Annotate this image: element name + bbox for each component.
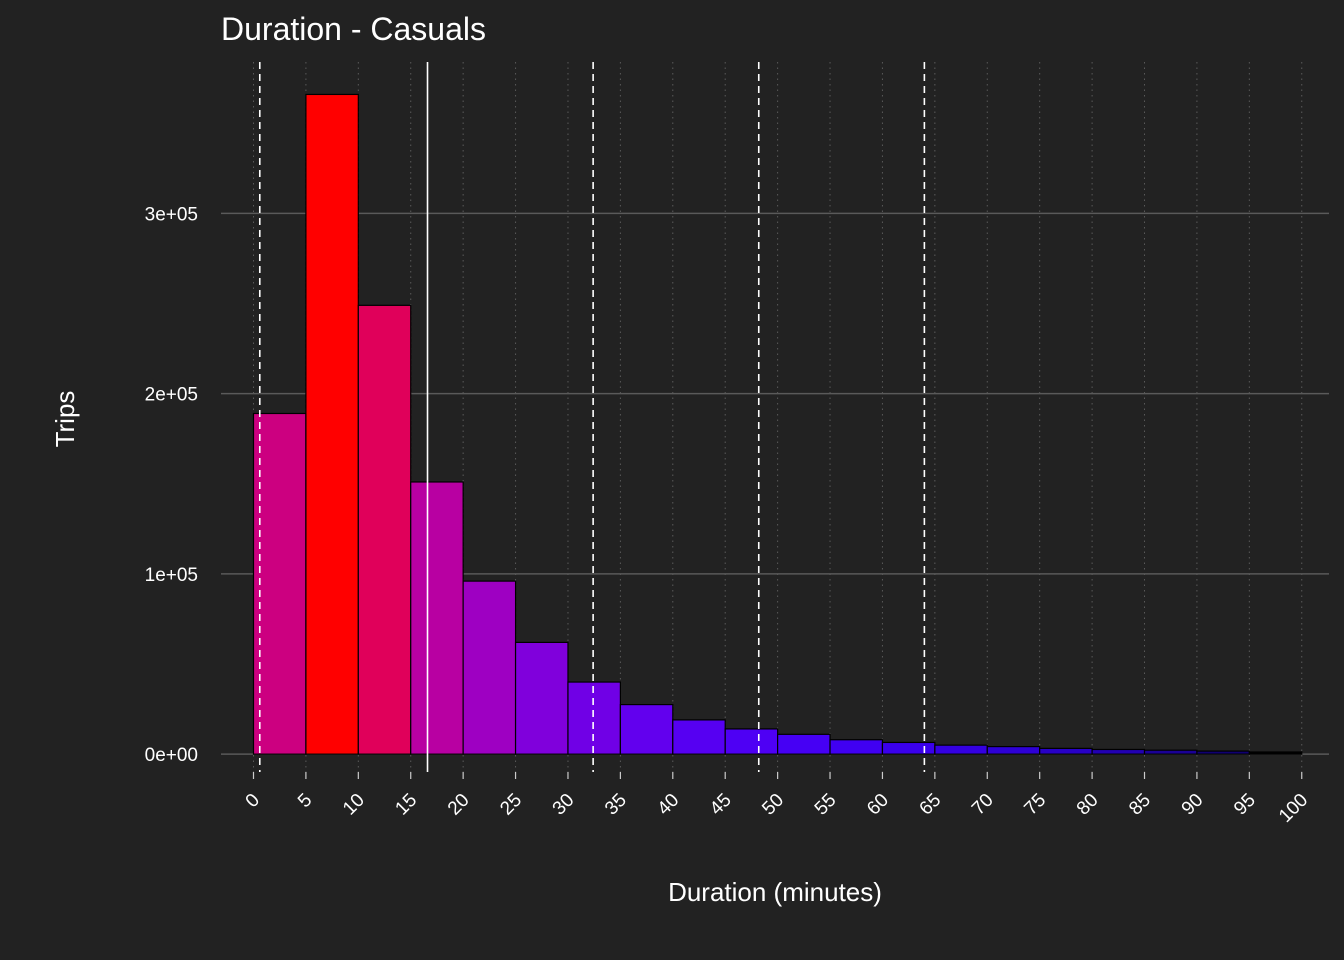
histogram-bar [1091, 748, 1146, 755]
histogram-bar [462, 580, 517, 755]
chart-title: Duration - Casuals [221, 11, 486, 47]
histogram-bar [881, 741, 936, 755]
histogram-bar [1248, 751, 1303, 755]
histogram-bar [410, 481, 464, 755]
histogram-bar [1196, 750, 1250, 755]
y-axis-title: Trips [50, 391, 80, 448]
y-tick-label: 1e+05 [145, 565, 198, 586]
histogram-bar [305, 93, 359, 755]
reference-lines [258, 62, 926, 772]
y-tick-label: 2e+05 [145, 385, 198, 406]
histogram-bar [514, 641, 569, 755]
bars [252, 93, 1303, 755]
y-tick-label: 3e+05 [145, 204, 198, 225]
histogram-bar [619, 703, 674, 755]
histogram-bar [986, 745, 1041, 755]
histogram-bar [672, 719, 726, 755]
histogram-bar [934, 744, 988, 755]
histogram-bar [1039, 747, 1093, 755]
y-axis-ticks: 0e+00 1e+05 2e+05 3e+05 [145, 204, 198, 766]
histogram-bar [724, 728, 779, 755]
x-axis-title: Duration (minutes) [668, 877, 882, 907]
y-tick-label: 0e+00 [145, 745, 198, 766]
histogram-bar [777, 733, 831, 755]
histogram-bar [252, 412, 307, 755]
histogram-bar [357, 304, 412, 755]
histogram-bar [567, 681, 621, 755]
histogram-bar [1143, 749, 1198, 755]
histogram-bar [829, 739, 884, 755]
